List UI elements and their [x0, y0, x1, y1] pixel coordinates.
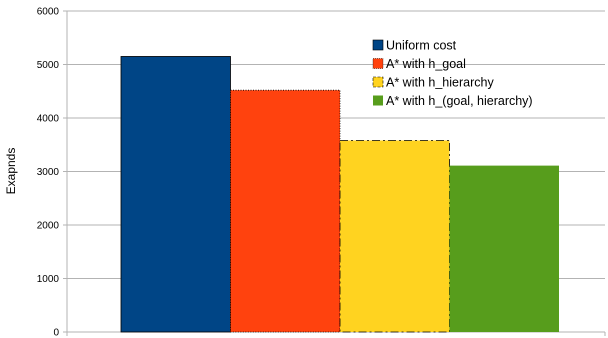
legend-label-1: A* with h_goal — [386, 57, 466, 71]
legend-swatch-2 — [372, 76, 384, 88]
legend-label-0: Uniform cost — [386, 39, 457, 53]
y-tick-label: 0 — [53, 328, 59, 338]
bar-series-1 — [230, 89, 341, 333]
bar-series-0 — [120, 56, 231, 333]
legend-label-3: A* with h_(goal, hierarchy) — [386, 94, 533, 108]
bar-series-3 — [449, 165, 559, 332]
legend-swatch-1 — [372, 58, 384, 69]
y-tick-label: 3000 — [37, 167, 60, 178]
legend: Uniform cost A* with h_goal A* with h_hier… — [372, 39, 533, 108]
y-tick-label: 4000 — [37, 114, 60, 125]
legend-swatch-3 — [373, 95, 383, 106]
y-tick-label: 5000 — [37, 60, 60, 71]
legend-label-2: A* with h_hierarchy — [386, 76, 494, 90]
bar-series-2 — [339, 140, 450, 333]
y-tick-label: 1000 — [37, 274, 60, 285]
legend-swatch-0 — [372, 39, 384, 51]
y-axis-title: Exapnds — [4, 148, 18, 195]
bars — [120, 56, 559, 333]
y-tick-label: 2000 — [37, 221, 60, 232]
y-tick-label: 6000 — [37, 7, 60, 18]
